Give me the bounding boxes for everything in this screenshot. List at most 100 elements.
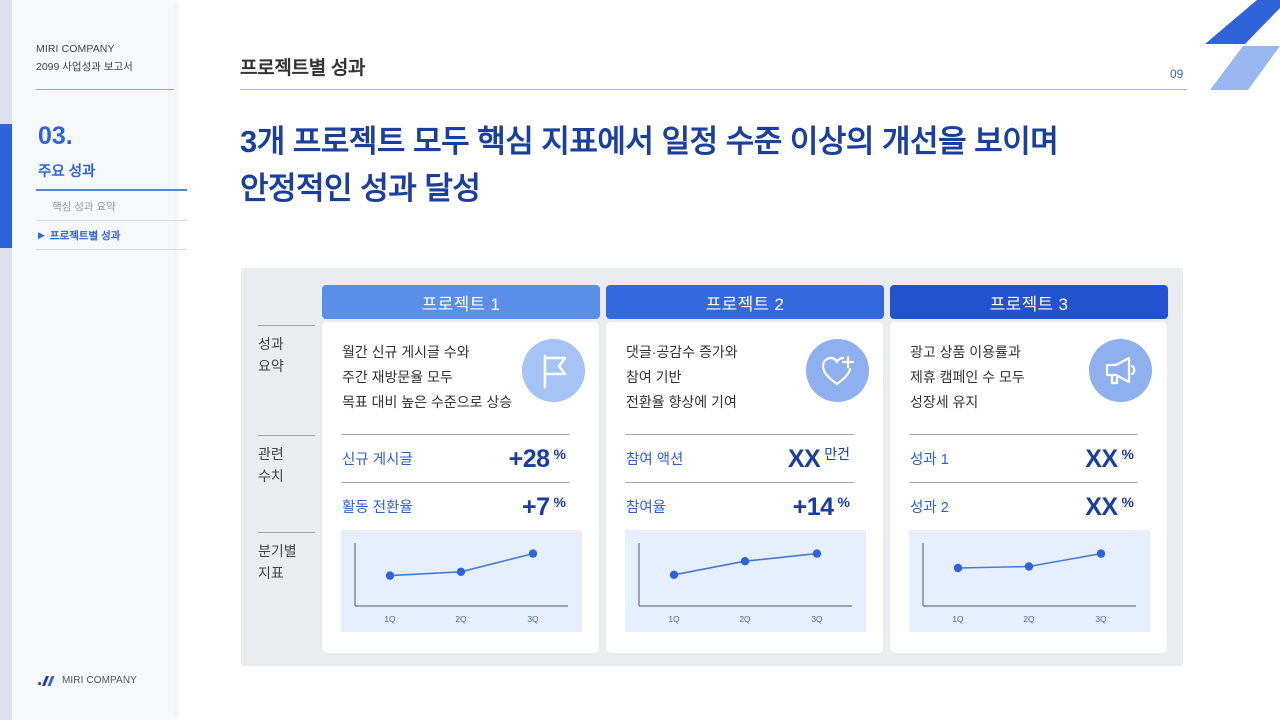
sidebar-item-key-summary[interactable]: 핵심 성과 요약 xyxy=(36,192,187,221)
page-number: 09 xyxy=(1170,67,1184,81)
x-tick-label: 2Q xyxy=(1023,614,1035,624)
summary-line: 월간 신규 게시글 수와 xyxy=(342,344,470,360)
corner-decoration xyxy=(1205,0,1280,90)
metric-row: 성과 1 XX % xyxy=(909,434,1138,482)
metric-row: 참여율 +14 % xyxy=(625,482,854,530)
summary-line: 댓글·공감수 증가와 xyxy=(626,344,738,360)
data-point xyxy=(812,549,822,558)
sidebar: MIRI COMPANY 2099 사업성과 보고서 03. 주요 성과 핵심 … xyxy=(12,0,187,720)
divider xyxy=(36,89,174,90)
data-point xyxy=(740,557,750,566)
line-chart-svg: 1Q 2Q 3Q xyxy=(922,543,1136,624)
edge-strip xyxy=(0,0,12,720)
metric-value: +28 % xyxy=(509,445,570,473)
row-label-text: 요약 xyxy=(258,358,284,374)
metric-unit: % xyxy=(1121,493,1134,510)
data-point xyxy=(456,567,466,576)
metric-unit: % xyxy=(553,493,566,510)
triangle-right-icon: ▶ xyxy=(38,229,45,240)
row-label-text: 수치 xyxy=(258,468,284,484)
summary-line: 참여 기반 xyxy=(626,369,682,385)
x-tick-label: 2Q xyxy=(739,614,751,624)
metric-unit: % xyxy=(837,493,850,510)
section-title: 주요 성과 xyxy=(38,164,96,180)
data-point xyxy=(669,570,679,579)
row-label-text: 성과 xyxy=(258,336,284,352)
metric-number: XX xyxy=(787,444,821,473)
footer-logo: MIRI COMPANY xyxy=(38,675,137,686)
metric-value: XX % xyxy=(1085,445,1138,473)
metric-number: XX xyxy=(1085,492,1118,521)
sidebar-item-label: 핵심 성과 요약 xyxy=(52,200,116,213)
summary-line: 주간 재방문율 모두 xyxy=(342,369,453,385)
metric-number: +28 xyxy=(508,444,550,473)
metric-number: +14 xyxy=(792,492,834,521)
data-point xyxy=(1024,562,1034,571)
sidebar-company: MIRI COMPANY xyxy=(36,43,115,55)
heart-plus-icon xyxy=(806,339,869,402)
quarterly-line-chart: 1Q 2Q 3Q xyxy=(909,530,1150,632)
sidebar-report-title: 2099 사업성과 보고서 xyxy=(36,61,133,73)
headline: 3개 프로젝트 모두 핵심 지표에서 일정 수준 이상의 개선을 보이며 안정적… xyxy=(240,118,1059,212)
x-tick-label: 1Q xyxy=(668,614,680,624)
metric-value: +7 % xyxy=(522,493,570,521)
metric-unit: % xyxy=(553,445,566,462)
row-label-text: 분기별 xyxy=(258,543,297,559)
page-header-title: 프로젝트별 성과 xyxy=(240,58,366,79)
x-tick-label: 1Q xyxy=(384,614,396,624)
footer-logo-text: MIRI COMPANY xyxy=(62,675,137,686)
metric-number: XX xyxy=(1085,444,1118,473)
metric-row: 활동 전환율 +7 % xyxy=(341,482,570,530)
summary-line: 광고 상품 이용률과 xyxy=(910,344,1021,360)
company-logo-icon xyxy=(38,675,55,686)
megaphone-icon xyxy=(1089,339,1152,402)
divider xyxy=(36,189,187,191)
data-point xyxy=(385,571,395,580)
quarterly-line-chart: 1Q 2Q 3Q xyxy=(625,530,866,632)
metric-unit: % xyxy=(1121,445,1134,462)
project-3-header: 프로젝트 3 xyxy=(890,285,1168,319)
flag-icon xyxy=(522,339,585,402)
metric-value: +14 % xyxy=(793,493,854,521)
metric-row: 성과 2 XX % xyxy=(909,482,1138,530)
project-summary: 월간 신규 게시글 수와 주간 재방문율 모두 목표 대비 높은 수준으로 상승 xyxy=(342,340,512,415)
data-point xyxy=(528,549,538,558)
metric-row: 신규 게시글 +28 % xyxy=(341,434,570,482)
data-point xyxy=(1096,549,1106,558)
line-chart-svg: 1Q 2Q 3Q xyxy=(638,543,852,624)
metric-value: XX % xyxy=(1085,493,1138,521)
section-accent-bar xyxy=(0,124,12,248)
metric-label: 참여 액션 xyxy=(626,452,684,468)
summary-line: 제휴 캠페인 수 모두 xyxy=(910,369,1025,385)
metric-value: XX 만건 xyxy=(788,445,854,473)
project-2-card: 댓글·공감수 증가와 참여 기반 전환율 향상에 기여 참여 액션 XX 만건 … xyxy=(606,322,883,653)
summary-line: 성장세 유지 xyxy=(910,394,979,410)
summary-line: 목표 대비 높은 수준으로 상승 xyxy=(342,394,513,410)
x-tick-label: 3Q xyxy=(527,614,539,624)
row-label-metrics: 관련 수치 xyxy=(258,435,315,487)
project-2-header: 프로젝트 2 xyxy=(606,285,884,319)
x-tick-label: 3Q xyxy=(1095,614,1107,624)
x-tick-label: 3Q xyxy=(811,614,823,624)
metric-label: 성과 2 xyxy=(910,500,949,516)
project-summary: 댓글·공감수 증가와 참여 기반 전환율 향상에 기여 xyxy=(626,340,738,415)
metric-number: +7 xyxy=(522,492,550,521)
sidebar-item-project-results[interactable]: ▶ 프로젝트별 성과 xyxy=(36,221,187,250)
data-point xyxy=(953,563,963,573)
metric-label: 참여율 xyxy=(626,500,667,516)
project-summary: 광고 상품 이용률과 제휴 캠페인 수 모두 성장세 유지 xyxy=(910,340,1025,415)
row-label-summary: 성과 요약 xyxy=(258,325,315,377)
row-label-text: 관련 xyxy=(258,446,284,462)
summary-line: 전환율 향상에 기여 xyxy=(626,394,737,410)
quarterly-line-chart: 1Q 2Q 3Q xyxy=(341,530,582,632)
headline-line-2: 안정적인 성과 달성 xyxy=(240,171,481,206)
project-1-card: 월간 신규 게시글 수와 주간 재방문율 모두 목표 대비 높은 수준으로 상승… xyxy=(322,322,599,653)
project-1-header: 프로젝트 1 xyxy=(322,285,600,319)
metric-row: 참여 액션 XX 만건 xyxy=(625,434,854,482)
metric-unit: 만건 xyxy=(824,445,850,462)
row-label-text: 지표 xyxy=(258,565,284,581)
metric-label: 신규 게시글 xyxy=(342,452,413,468)
project-3-card: 광고 상품 이용률과 제휴 캠페인 수 모두 성장세 유지 성과 1 XX % … xyxy=(890,322,1167,653)
header-divider xyxy=(240,89,1187,90)
